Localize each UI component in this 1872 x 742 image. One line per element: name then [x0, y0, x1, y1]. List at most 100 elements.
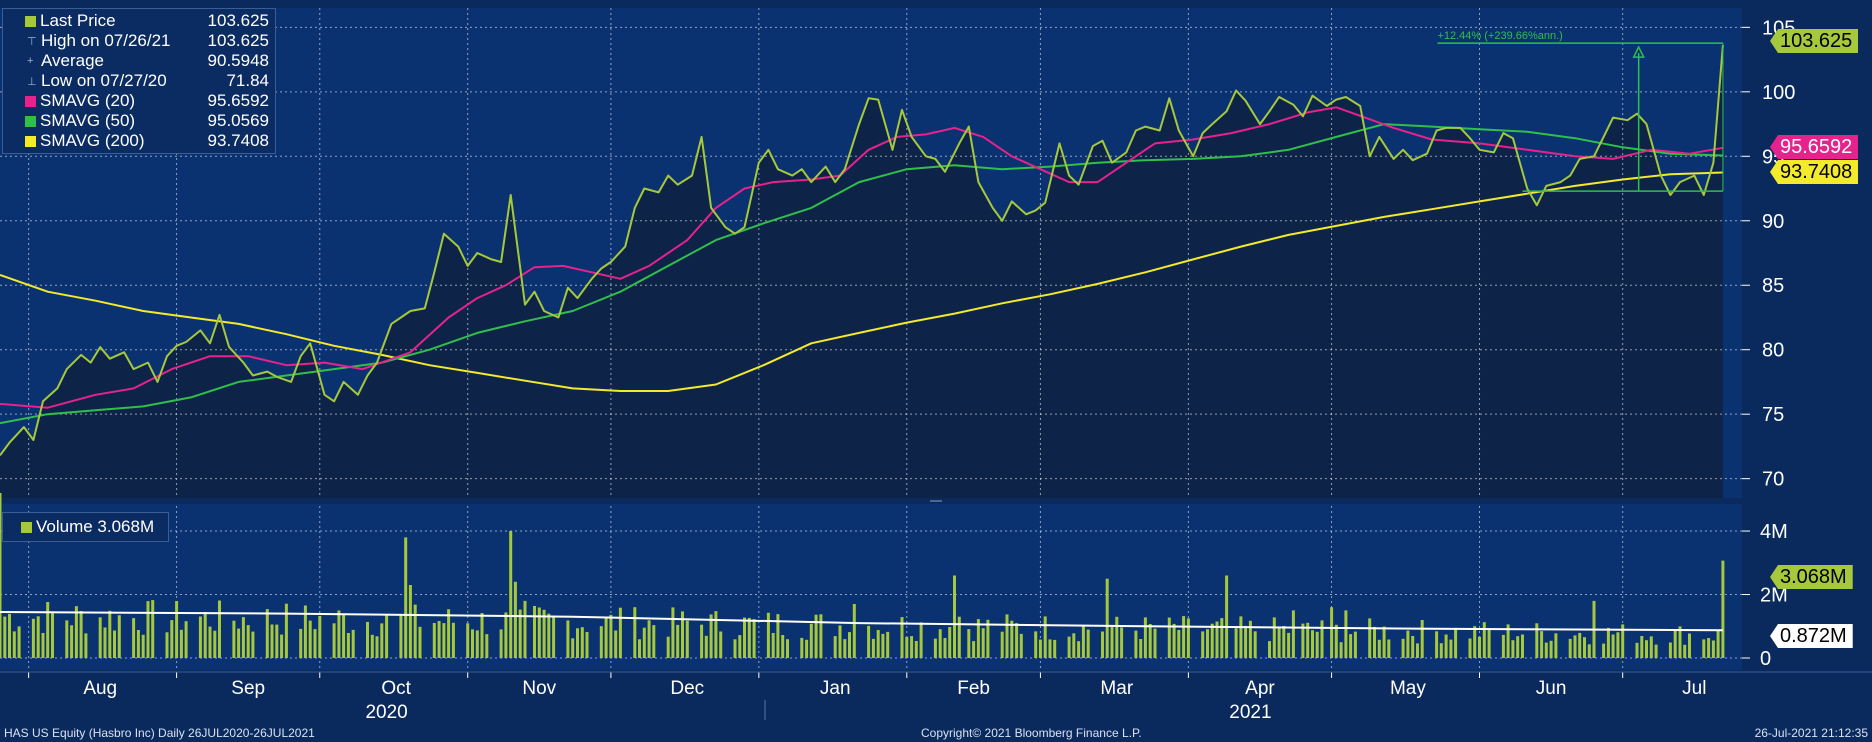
volume-average-badge: 0.872M — [1770, 624, 1853, 648]
volume-bar — [380, 623, 384, 658]
volume-swatch-icon — [21, 521, 32, 533]
volume-bar — [1673, 629, 1677, 658]
volume-bar — [638, 639, 641, 658]
volume-bar — [523, 600, 527, 658]
volume-bar — [1244, 625, 1248, 658]
volume-bar — [1373, 626, 1376, 658]
volume-bar — [914, 641, 918, 658]
volume-bar — [580, 627, 584, 658]
volume-bar — [1220, 618, 1224, 658]
legend-swatch-icon — [25, 95, 36, 107]
volume-bar — [1206, 629, 1209, 658]
volume-bar — [805, 639, 809, 658]
volume-bar — [399, 615, 403, 658]
volume-bar — [1315, 631, 1319, 658]
volume-bar — [1573, 635, 1577, 658]
volume-bar — [943, 638, 947, 658]
volume-bar — [1640, 636, 1644, 658]
legend-row[interactable]: SMAVG (20) 95.6592 — [3, 91, 275, 111]
last-price-badge: 103.625 — [1770, 29, 1859, 53]
volume-bar — [1487, 629, 1491, 658]
volume-tick-label: 4M — [1760, 521, 1788, 543]
volume-bar — [900, 617, 904, 658]
volume-bar — [786, 639, 789, 658]
volume-bar — [1210, 623, 1214, 658]
volume-bar — [1139, 639, 1143, 658]
legend-row[interactable]: ⊤ High on 07/26/21 103.625 — [3, 31, 275, 51]
month-label: Apr — [1245, 678, 1275, 699]
month-label: Aug — [83, 678, 117, 699]
volume-bar — [366, 621, 369, 658]
smavg200-line — [0, 171, 1723, 392]
volume-bar — [518, 609, 522, 658]
legend-label: SMAVG (200) — [40, 131, 145, 150]
volume-bar — [141, 634, 145, 658]
volume-bar — [585, 632, 589, 658]
legend-value: 90.5948 — [207, 51, 269, 70]
legend-row[interactable]: ⊥ Low on 07/27/20 71.84 — [3, 71, 275, 91]
volume-bar — [704, 635, 708, 658]
price-legend[interactable]: Last Price 103.625 ⊤ High on 07/26/21 103.62… — [2, 8, 276, 154]
volume-bar — [1716, 629, 1720, 658]
smavg20-badge: 95.6592 — [1770, 135, 1859, 159]
volume-bar — [618, 607, 622, 658]
volume-bar — [1306, 622, 1310, 658]
volume-bar — [642, 627, 646, 658]
measure-arrow-icon — [1632, 45, 1645, 58]
volume-bar — [1330, 607, 1334, 658]
volume-bar — [685, 620, 689, 658]
volume-bar — [46, 602, 50, 658]
volume-bar — [776, 614, 780, 658]
volume-bar — [1010, 620, 1014, 658]
volume-bar — [976, 619, 980, 658]
volume-bar — [1568, 638, 1572, 658]
volume-legend-label: Volume 3.068M — [36, 517, 155, 536]
year-label: 2021 — [1229, 702, 1271, 722]
volume-bar — [437, 621, 441, 658]
volume-bar — [910, 636, 914, 658]
volume-bar — [308, 620, 312, 658]
volume-bar — [843, 639, 847, 658]
volume-bar — [1606, 627, 1610, 658]
volume-bar — [1053, 639, 1057, 658]
volume-bar — [838, 625, 842, 658]
month-label: May — [1390, 678, 1426, 699]
volume-bar — [108, 610, 112, 658]
volume-bar — [1048, 639, 1052, 658]
legend-row[interactable]: + Average 90.5948 — [3, 51, 275, 71]
volume-bar — [337, 610, 341, 658]
month-label: Jul — [1682, 678, 1706, 699]
legend-row[interactable]: SMAVG (200) 93.7408 — [3, 131, 275, 151]
volume-bar — [1291, 610, 1295, 658]
legend-row[interactable]: Last Price 103.625 — [3, 11, 275, 31]
volume-bar — [1406, 630, 1410, 658]
volume-bar — [65, 620, 69, 658]
volume-bar — [1587, 644, 1591, 658]
volume-bar — [79, 611, 83, 658]
smavg50-line — [0, 123, 1723, 425]
volume-bar — [170, 620, 174, 658]
volume-bar — [51, 613, 54, 658]
volume-bar — [203, 612, 207, 658]
volume-bar — [1654, 644, 1658, 658]
footer-timestamp: 26-Jul-2021 21:12:35 — [1754, 726, 1868, 740]
volume-average-badge-text: 0.872M — [1780, 625, 1847, 647]
volume-bar — [1225, 575, 1229, 658]
volume-bar — [957, 616, 961, 658]
volume-bar — [876, 630, 880, 658]
volume-bar — [1005, 614, 1009, 658]
volume-bar — [714, 611, 718, 658]
volume-bar — [1635, 642, 1639, 658]
volume-legend[interactable]: Volume 3.068M — [2, 512, 170, 542]
legend-row[interactable]: SMAVG (50) 95.0569 — [3, 111, 275, 131]
price-tick-label: 90 — [1762, 211, 1784, 233]
volume-bar — [1702, 639, 1706, 658]
volume-bar — [1115, 616, 1119, 658]
volume-bar — [1301, 623, 1305, 658]
volume-bar — [1120, 627, 1124, 658]
price-tick-label: 85 — [1762, 275, 1784, 297]
volume-bar — [1353, 631, 1357, 658]
volume-bar — [852, 604, 856, 658]
volume-bar — [1645, 640, 1648, 658]
